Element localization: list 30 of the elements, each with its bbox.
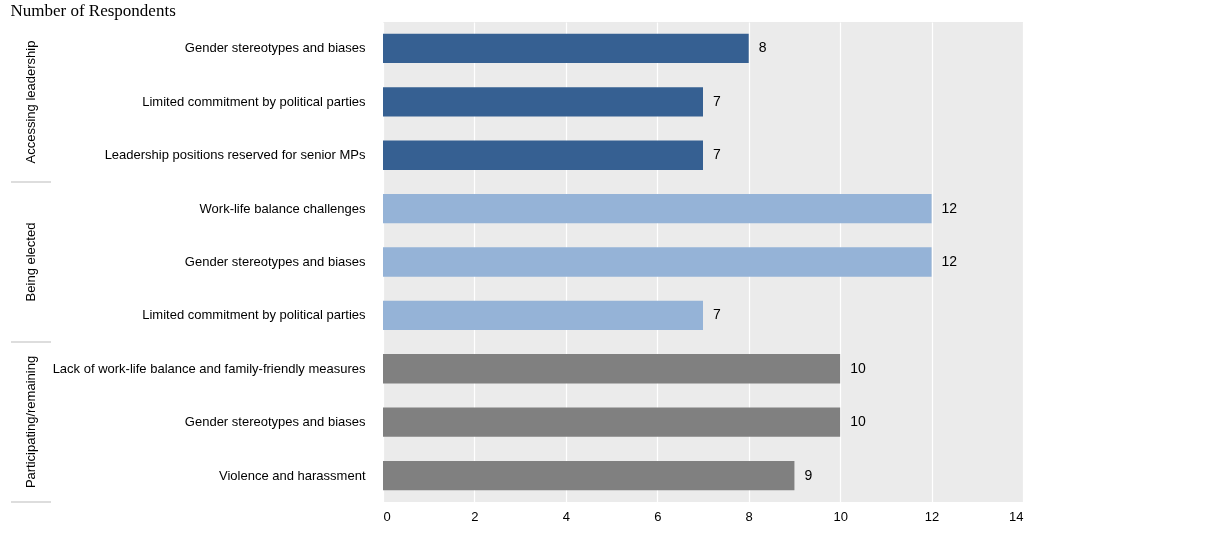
y-tick-label: Gender stereotypes and biases [184,40,366,56]
x-tick-label: 14 [1009,508,1024,524]
y-tick-label: Violence and harassment [219,467,366,483]
data-label: 10 [850,359,866,376]
x-tick-label: 0 [383,508,391,524]
x-tick-label: 10 [833,508,848,524]
y-tick-label: Gender stereotypes and biases [184,414,366,430]
data-label: 12 [941,253,958,269]
y-tick-label: Limited commitment by political parties [142,93,366,109]
text: Number of Respondents [10,1,176,20]
data-label: 12 [941,199,958,216]
data-label: 7 [713,92,721,109]
text: Accessing leadership [23,40,38,164]
data-label: 7 [713,146,721,163]
x-tick-label: 2 [471,508,479,524]
x-tick-label: 12 [924,508,940,524]
data-label: 10 [850,413,866,430]
data-label: 8 [758,39,767,56]
y-tick-label: Limited commitment by political parties [142,307,366,323]
y-tick-label: Gender stereotypes and biases [184,254,366,269]
y-tick-label: Leadership positions reserved for senior MPs [104,147,366,163]
text: Being elected [23,222,38,302]
x-tick-label: 8 [745,508,753,524]
data-label: 9 [804,466,813,483]
y-tick-label: Lack of work-life balance and family-friendly measures [52,360,366,376]
y-tick-label: Work-life balance challenges [199,200,366,216]
x-tick-label: 4 [562,508,570,524]
data-label: 7 [713,306,721,323]
x-tick-label: 6 [654,508,662,524]
text: Participating/remaining [23,355,38,489]
